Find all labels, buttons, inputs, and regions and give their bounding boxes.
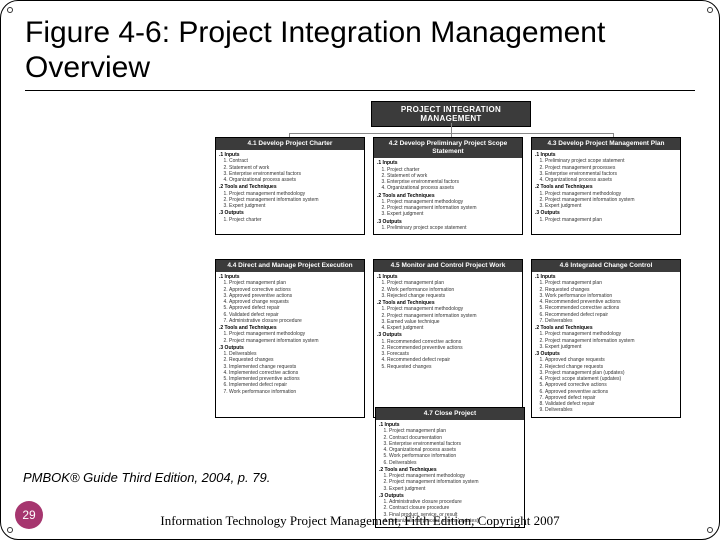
process-body: .1 InputsProject management planApproved… bbox=[216, 272, 364, 398]
citation: PMBOK® Guide Third Edition, 2004, p. 79. bbox=[23, 470, 270, 485]
process-title: 4.7 Close Project bbox=[376, 408, 524, 420]
process-title: 4.5 Monitor and Control Project Work bbox=[374, 260, 522, 272]
process-4-2: 4.2 Develop Preliminary Project Scope St… bbox=[373, 137, 523, 235]
title-underline bbox=[25, 90, 695, 91]
process-title: 4.6 Integrated Change Control bbox=[532, 260, 680, 272]
connector bbox=[451, 123, 452, 133]
slide-title: Figure 4-6: Project Integration Manageme… bbox=[1, 1, 719, 90]
process-4-6: 4.6 Integrated Change Control .1 InputsP… bbox=[531, 259, 681, 418]
process-row-1: 4.1 Develop Project Charter .1 InputsCon… bbox=[215, 137, 681, 235]
corner-dot bbox=[7, 7, 13, 13]
process-4-1: 4.1 Develop Project Charter .1 InputsCon… bbox=[215, 137, 365, 235]
process-title: 4.4 Direct and Manage Project Execution bbox=[216, 260, 364, 272]
process-body: .1 InputsProject management planRequeste… bbox=[532, 272, 680, 417]
footer-text: Information Technology Project Managemen… bbox=[1, 513, 719, 529]
process-body: .1 InputsContractStatement of workEnterp… bbox=[216, 150, 364, 226]
process-title: 4.2 Develop Preliminary Project Scope St… bbox=[374, 138, 522, 158]
diagram: PROJECT INTEGRATION MANAGEMENT 4.1 Devel… bbox=[211, 101, 691, 481]
process-body: .1 InputsPreliminary project scope state… bbox=[532, 150, 680, 226]
process-4-3: 4.3 Develop Project Management Plan .1 I… bbox=[531, 137, 681, 235]
process-title: 4.3 Develop Project Management Plan bbox=[532, 138, 680, 150]
corner-dot bbox=[707, 7, 713, 13]
process-row-2: 4.4 Direct and Manage Project Execution … bbox=[215, 259, 681, 418]
process-title: 4.1 Develop Project Charter bbox=[216, 138, 364, 150]
process-4-4: 4.4 Direct and Manage Project Execution … bbox=[215, 259, 365, 418]
process-body: .1 InputsProject management planWork per… bbox=[374, 272, 522, 373]
process-body: .1 InputsProject charterStatement of wor… bbox=[374, 158, 522, 234]
process-4-5: 4.5 Monitor and Control Project Work .1 … bbox=[373, 259, 523, 418]
footer: 29 Information Technology Project Manage… bbox=[1, 499, 719, 539]
